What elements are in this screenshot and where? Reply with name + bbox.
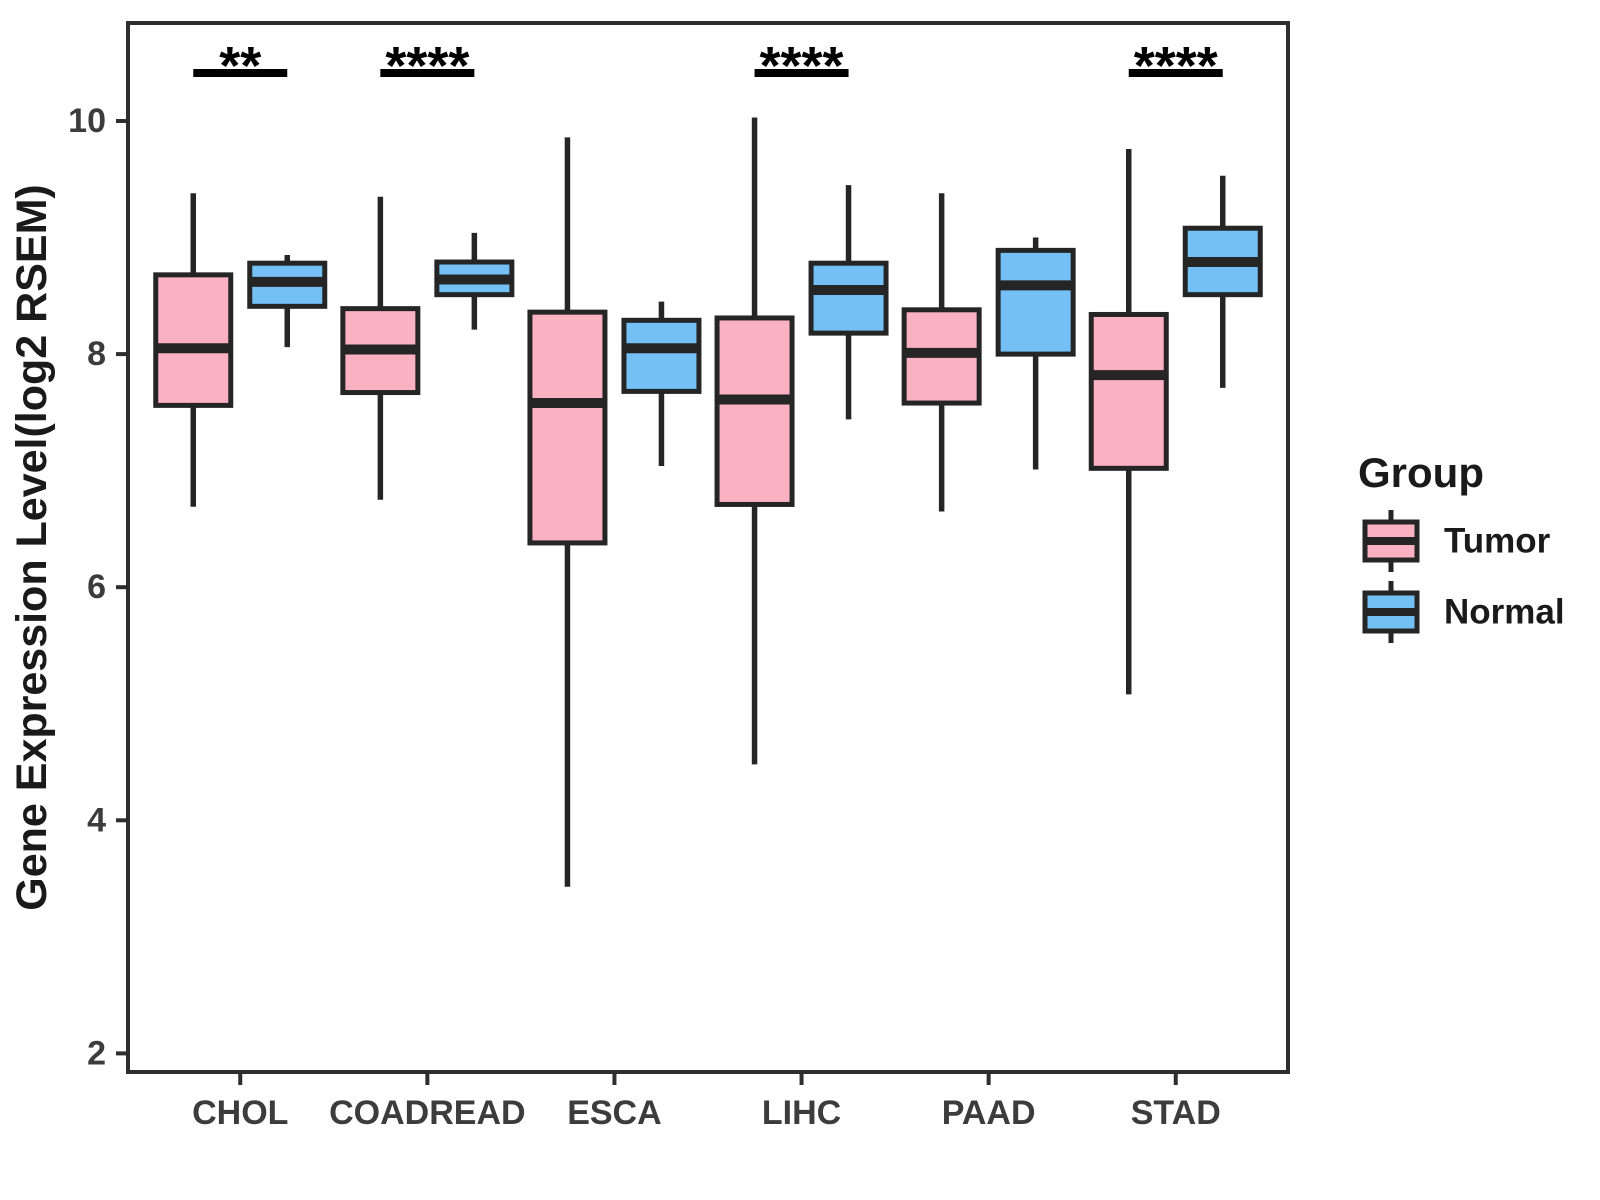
y-axis-title: Gene Expression Level(log2 RSEM) (8, 184, 56, 910)
significance-label: **** (385, 36, 469, 96)
y-axis-tick-label: 10 (68, 102, 106, 140)
legend-label: Normal (1444, 593, 1565, 632)
significance-label: **** (760, 36, 844, 96)
legend-key-normal (1362, 581, 1420, 643)
box-normal-esca (621, 317, 702, 394)
x-axis-label: LIHC (762, 1094, 841, 1132)
x-axis-label: STAD (1131, 1094, 1221, 1132)
legend-label: Tumor (1444, 522, 1551, 561)
box-tumor-esca (527, 309, 608, 546)
box-normal-paad (995, 247, 1076, 357)
legend-title: Group (1358, 449, 1484, 496)
box-tumor-stad (1088, 311, 1169, 471)
x-axis-label: COADREAD (329, 1094, 525, 1132)
box-tumor-lihc (714, 315, 795, 507)
legend-key-tumor (1362, 510, 1420, 572)
x-axis-label: CHOL (192, 1094, 288, 1132)
x-axis-label: PAAD (942, 1094, 1036, 1132)
significance-label: **** (1134, 36, 1218, 96)
box-normal-lihc (808, 260, 889, 336)
y-axis-tick-label: 2 (87, 1034, 106, 1072)
y-axis-tick-label: 8 (87, 335, 106, 373)
significance-label: ** (219, 36, 261, 96)
x-axis-label: ESCA (567, 1094, 661, 1132)
plot-panel-border (126, 21, 1290, 1074)
y-axis-tick-label: 4 (87, 801, 106, 839)
y-axis-tick-label: 6 (87, 568, 106, 606)
box-tumor-chol (153, 272, 234, 408)
